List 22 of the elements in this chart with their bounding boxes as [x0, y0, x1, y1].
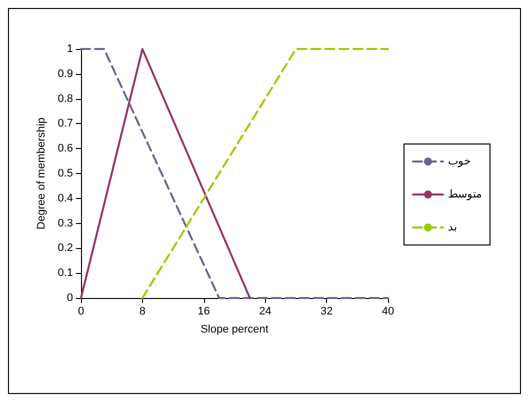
- y-tick-label: 0.7: [58, 118, 73, 130]
- x-tick-label: 0: [78, 306, 84, 318]
- y-tick-label: 0.4: [58, 192, 73, 204]
- y-tick-label: 0.3: [58, 217, 73, 230]
- y-axis-title: Degree of membership: [35, 118, 48, 230]
- x-axis-title: Slope percent: [200, 324, 268, 336]
- y-tick-label: 0.1: [58, 267, 73, 280]
- y-tick-label: 0.6: [58, 142, 73, 155]
- x-tick-label: 32: [320, 306, 333, 318]
- legend-label: خوب: [448, 156, 471, 168]
- y-tick-label: 0.9: [58, 68, 73, 80]
- y-tick-label: 0.8: [58, 92, 73, 105]
- y-tick-label: 0.2: [58, 242, 73, 254]
- legend-label: متوسط: [448, 188, 482, 200]
- x-tick-label: 16: [198, 306, 210, 318]
- x-tick-label: 40: [382, 306, 394, 318]
- legend-label: بد: [448, 222, 457, 234]
- y-tick-label: 0.5: [58, 168, 73, 180]
- x-tick-label: 8: [139, 306, 146, 318]
- x-tick-label: 24: [259, 306, 272, 318]
- y-tick-label: 1: [66, 43, 73, 55]
- y-tick-label: 0: [66, 292, 73, 304]
